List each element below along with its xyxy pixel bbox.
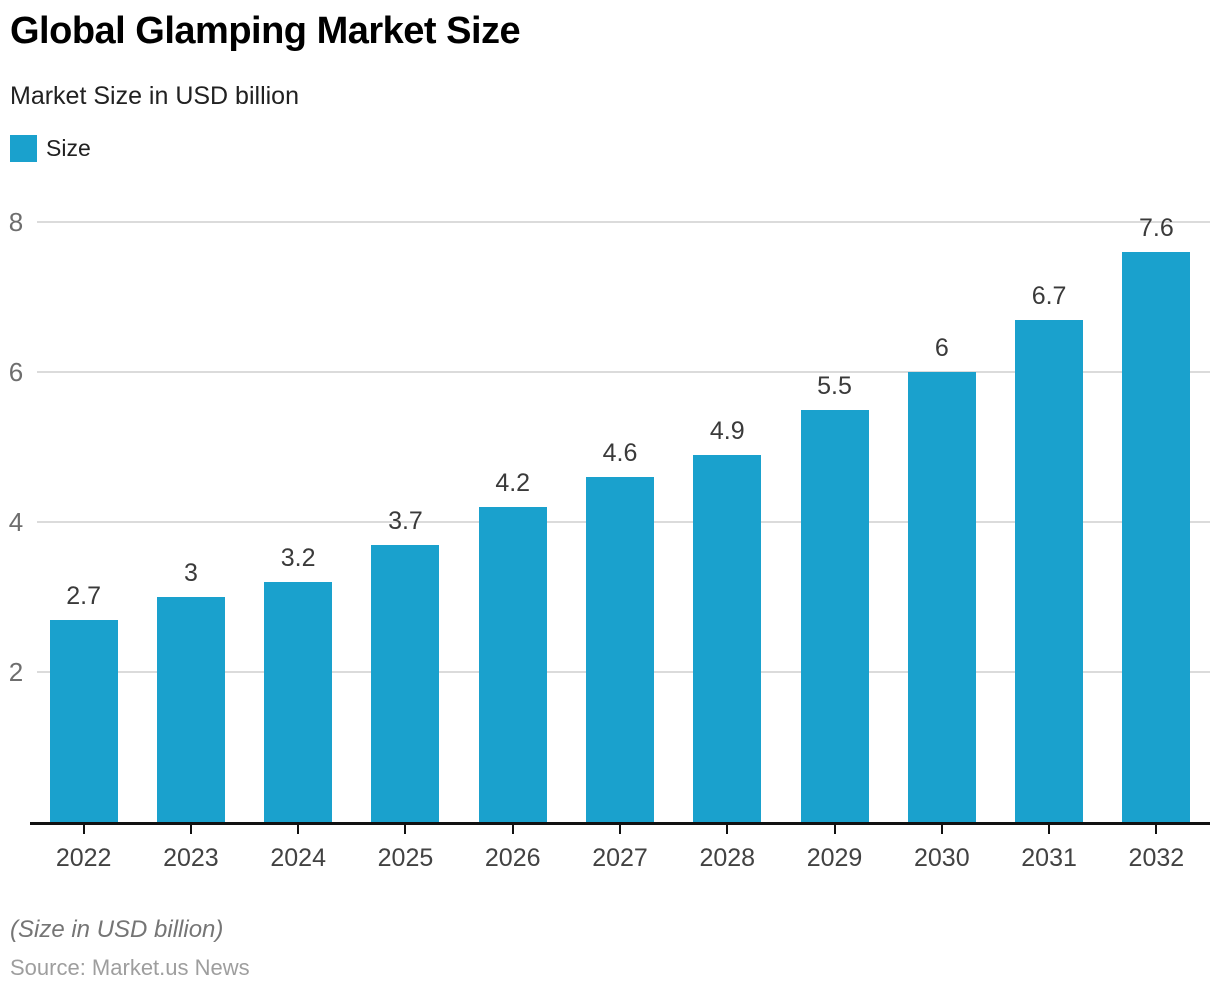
x-tick-2030 — [940, 825, 943, 834]
x-tick-label-2030: 2030 — [914, 844, 970, 872]
x-tick-label-2022: 2022 — [55, 844, 112, 872]
bar-value-label-2024: 3.2 — [280, 544, 316, 572]
bar-2027 — [586, 477, 654, 822]
y-tick-label-8: 8 — [8, 207, 24, 237]
y-tick-label-2: 2 — [8, 657, 24, 687]
bar-2026 — [478, 507, 547, 822]
x-tick-2026 — [511, 825, 514, 834]
bar-2028 — [693, 454, 762, 822]
bar-2025 — [371, 544, 440, 822]
bar-2022 — [49, 619, 118, 822]
bar-2024 — [264, 582, 333, 822]
bar-value-label-2028: 4.9 — [709, 416, 745, 445]
bar-value-label-2023: 3 — [183, 559, 198, 587]
x-tick-label-2031: 2031 — [1021, 844, 1077, 872]
plot-area: 2.7 3 3.2 3.7 4.2 4.6 4.9 5.5 6 6.7 7.6 — [30, 214, 1210, 825]
x-tick-label-2026: 2026 — [484, 844, 541, 872]
x-tick-2031 — [1048, 825, 1051, 834]
x-tick-label-2028: 2028 — [699, 844, 756, 872]
y-tick-label-6: 6 — [8, 357, 24, 387]
x-tick-2029 — [833, 825, 836, 834]
x-tick-label-2032: 2032 — [1128, 844, 1185, 872]
x-tick-2028 — [726, 825, 729, 834]
bar-value-label-2026: 4.2 — [495, 469, 531, 497]
x-tick-label-2025: 2025 — [377, 844, 434, 872]
x-tick-label-2024: 2024 — [270, 844, 326, 872]
y-tick-label-4: 4 — [8, 507, 24, 537]
bar-2023 — [156, 597, 225, 822]
page-title: Global Glamping Market Size — [10, 10, 521, 52]
gridline-6 — [37, 371, 1210, 373]
bar-value-label-2030: 6 — [934, 334, 949, 362]
legend-label: Size — [46, 135, 91, 161]
bar-2031 — [1015, 319, 1084, 822]
bar-value-label-2029: 5.5 — [817, 371, 852, 400]
bar-2032 — [1122, 252, 1191, 822]
bar-value-label-2032: 7.6 — [1138, 214, 1174, 242]
bar-value-label-2025: 3.7 — [388, 506, 423, 535]
x-tick-2032 — [1155, 825, 1158, 834]
x-tick-label-2027: 2027 — [592, 844, 648, 872]
footer-source: Source: Market.us News — [10, 955, 250, 980]
footer-note: (Size in USD billion) — [10, 916, 224, 943]
x-tick-label-2023: 2023 — [163, 844, 219, 872]
x-tick-2027 — [619, 825, 621, 834]
chart-subtitle: Market Size in USD billion — [10, 82, 299, 110]
legend-swatch — [10, 135, 37, 162]
bar-value-label-2027: 4.6 — [602, 439, 638, 467]
x-tick-2022 — [82, 825, 85, 834]
x-tick-2025 — [404, 825, 407, 834]
x-tick-label-2029: 2029 — [806, 844, 863, 872]
legend: Size — [10, 135, 91, 162]
bar-value-label-2022: 2.7 — [66, 581, 102, 610]
gridline-8 — [37, 221, 1210, 223]
bar-2030 — [907, 372, 976, 822]
x-tick-2024 — [297, 825, 300, 834]
bar-value-label-2031: 6.7 — [1031, 281, 1067, 310]
bar-2029 — [800, 409, 869, 822]
x-tick-2023 — [189, 825, 192, 834]
